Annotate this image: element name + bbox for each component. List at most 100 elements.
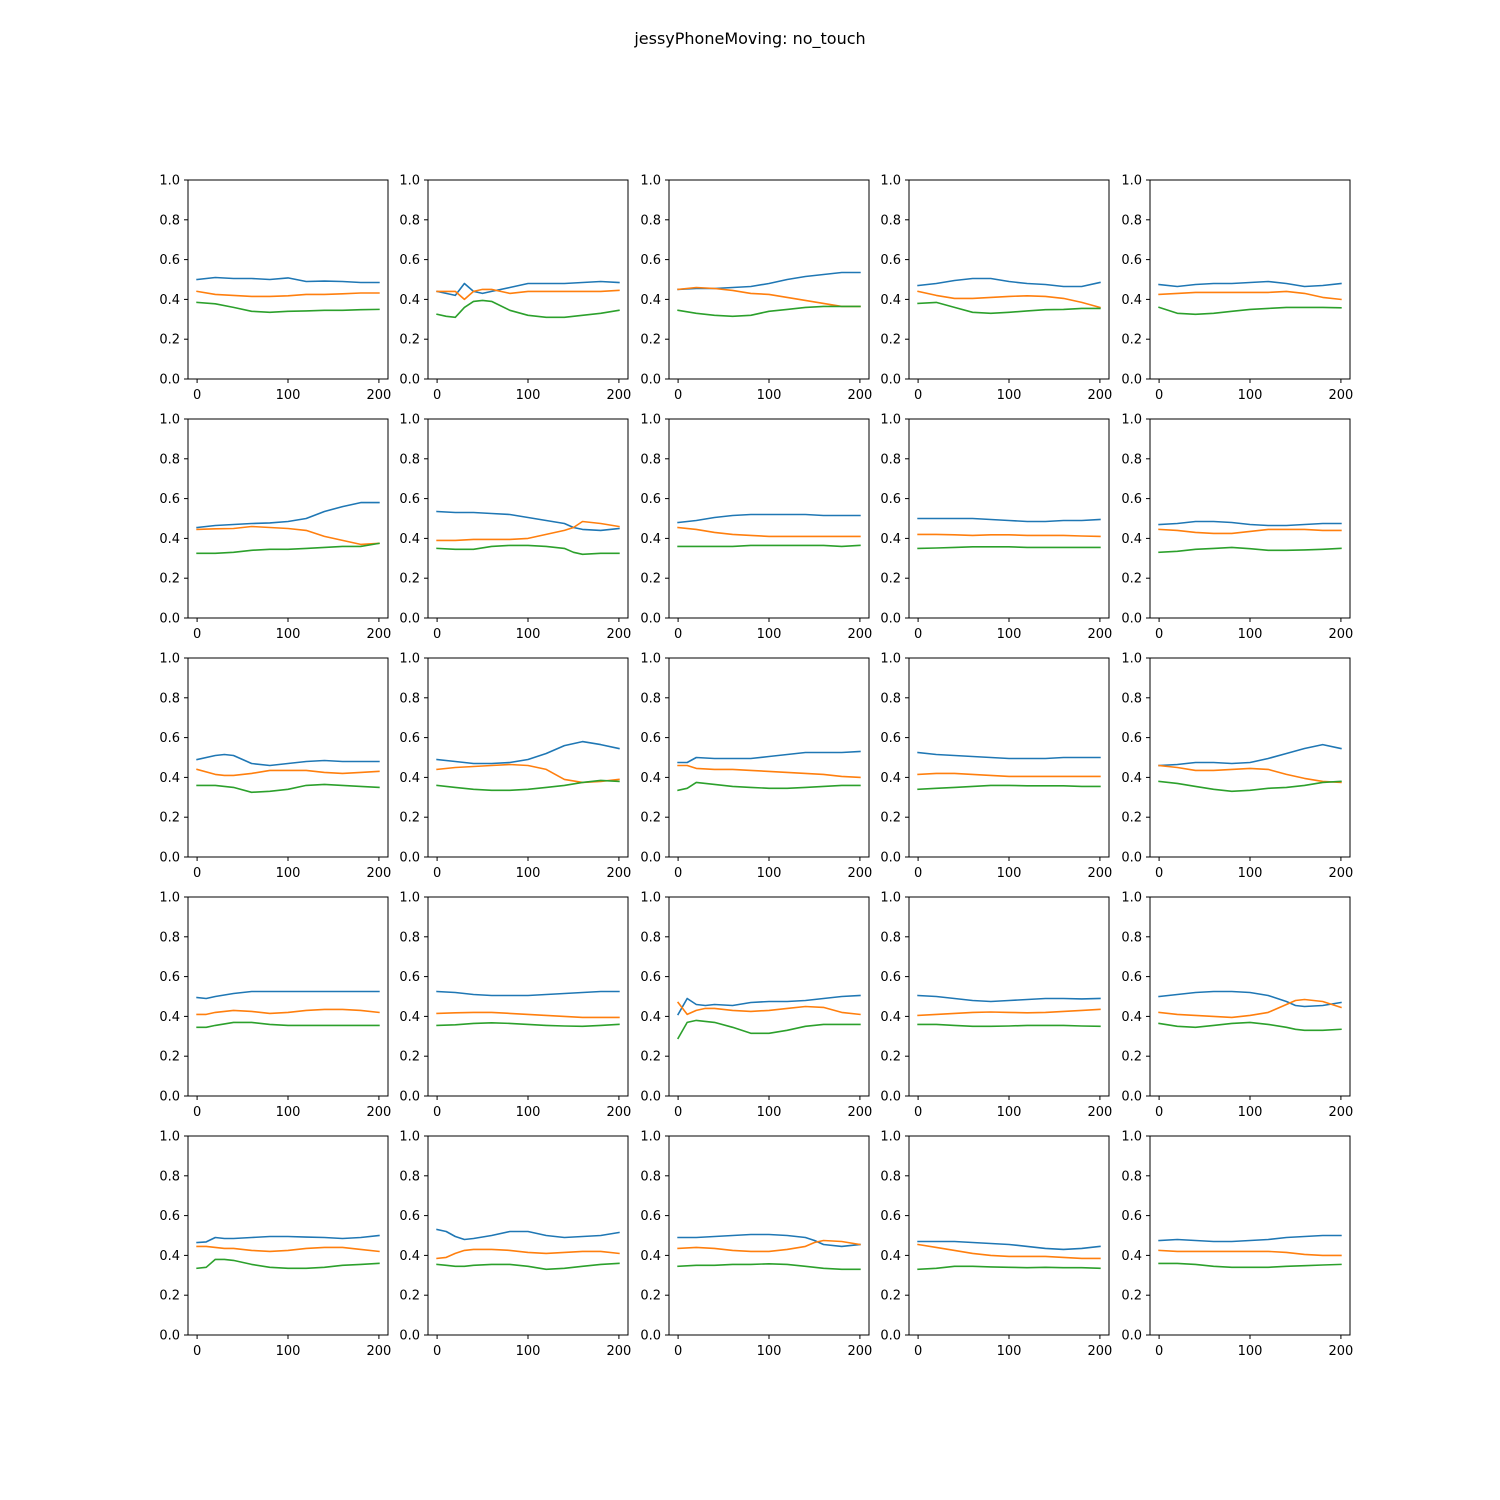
y-tick-label: 0.6 [159,731,180,746]
y-tick-label: 0.6 [399,253,420,268]
axes-frame [427,179,629,380]
series-line-1 [917,751,1101,760]
x-tick-label: 200 [1328,388,1353,403]
x-tick-label: 200 [847,866,872,881]
series-line-3 [677,305,861,318]
axes-frame [1149,179,1351,380]
y-tick-label: 0.2 [880,1050,901,1065]
x-tick-label: 100 [1238,1344,1263,1359]
y-tick-label: 0.6 [399,970,420,985]
series-line-2 [677,286,861,308]
y-tick-label: 0.6 [880,970,901,985]
y-tick-label: 0.8 [399,1169,420,1184]
figure-title: jessyPhoneMoving: no_touch [633,29,865,49]
y-tick-label: 0.2 [159,572,180,587]
series-line-1 [196,990,380,1000]
subplot-1-1: 0 100 200 0.0 0.2 0.4 0.6 0.8 1.0 [159,174,391,404]
y-tick-label: 0.0 [1121,612,1142,627]
axes-frame [427,657,629,858]
series-line-1 [196,501,380,529]
y-tick-label: 1.0 [880,413,901,428]
x-tick-label: 200 [847,388,872,403]
y-tick-label: 0.0 [1121,1329,1142,1344]
y-tick-label: 0.2 [640,1050,661,1065]
x-tick-label: 0 [914,1105,922,1120]
series-line-3 [196,542,380,555]
y-tick-label: 1.0 [399,652,420,667]
x-tick-label: 100 [516,1344,541,1359]
subplot-1-5: 0 100 200 0.0 0.2 0.4 0.6 0.8 1.0 [1121,174,1353,404]
y-tick-label: 0.4 [159,1249,180,1264]
series-line-3 [1158,306,1342,316]
y-tick-label: 0.4 [159,771,180,786]
x-tick-label: 0 [433,627,441,642]
y-tick-label: 1.0 [880,1130,901,1145]
y-tick-label: 0.0 [880,1090,901,1105]
y-tick-label: 0.8 [640,213,661,228]
y-tick-label: 1.0 [159,413,180,428]
y-tick-label: 0.8 [159,691,180,706]
x-tick-label: 100 [276,866,301,881]
x-tick-label: 0 [193,866,201,881]
series-line-1 [677,513,861,524]
x-tick-label: 100 [997,1105,1022,1120]
x-tick-label: 200 [1087,866,1112,881]
series-line-1 [1158,280,1342,288]
y-tick-label: 0.0 [399,373,420,388]
x-tick-label: 0 [1155,627,1163,642]
y-tick-label: 0.0 [399,851,420,866]
x-tick-label: 100 [1238,866,1263,881]
y-tick-label: 0.6 [1121,1209,1142,1224]
y-tick-label: 1.0 [640,891,661,906]
y-tick-label: 0.6 [159,1209,180,1224]
series-line-3 [1158,780,1342,793]
series-line-2 [436,1011,620,1019]
y-tick-label: 1.0 [640,174,661,189]
x-tick-label: 0 [674,866,682,881]
y-tick-label: 0.4 [880,293,901,308]
series-line-2 [196,768,380,777]
x-tick-label: 100 [516,1105,541,1120]
y-tick-label: 0.0 [399,1329,420,1344]
y-tick-label: 0.2 [640,1289,661,1304]
series-line-1 [1158,743,1342,767]
y-tick-label: 0.0 [1121,1090,1142,1105]
y-tick-label: 0.4 [880,1249,901,1264]
axes-frame [187,657,389,858]
axes-frame [908,1135,1110,1336]
x-tick-label: 100 [276,1105,301,1120]
series-line-2 [677,526,861,538]
series-line-1 [196,276,380,284]
series-line-1 [1158,990,1342,1008]
y-tick-label: 0.2 [399,572,420,587]
axes-frame [668,179,870,380]
y-tick-label: 0.0 [640,1329,661,1344]
y-tick-label: 0.6 [1121,731,1142,746]
x-tick-label: 100 [1238,627,1263,642]
x-tick-label: 200 [366,1344,391,1359]
y-tick-label: 1.0 [1121,891,1142,906]
series-line-1 [196,753,380,767]
y-tick-label: 0.2 [1121,333,1142,348]
y-tick-label: 0.6 [880,1209,901,1224]
subplot-1-4: 0 100 200 0.0 0.2 0.4 0.6 0.8 1.0 [880,174,1112,404]
y-tick-label: 0.4 [640,293,661,308]
series-line-1 [1158,520,1342,527]
series-line-1 [677,271,861,291]
y-tick-label: 0.4 [159,293,180,308]
x-tick-label: 0 [914,866,922,881]
series-line-3 [1158,1021,1342,1032]
y-tick-label: 0.8 [159,930,180,945]
subplot-5-1: 0 100 200 0.0 0.2 0.4 0.6 0.8 1.0 [159,1130,391,1360]
axes-frame [187,179,389,380]
series-line-1 [1158,1234,1342,1243]
subplot-2-1: 0 100 200 0.0 0.2 0.4 0.6 0.8 1.0 [159,413,391,643]
series-line-3 [677,781,861,792]
y-tick-label: 0.0 [640,1090,661,1105]
subplot-4-1: 0 100 200 0.0 0.2 0.4 0.6 0.8 1.0 [159,891,391,1121]
y-tick-label: 0.6 [640,1209,661,1224]
x-tick-label: 0 [674,1344,682,1359]
series-line-3 [917,1265,1101,1271]
y-tick-label: 0.0 [880,612,901,627]
